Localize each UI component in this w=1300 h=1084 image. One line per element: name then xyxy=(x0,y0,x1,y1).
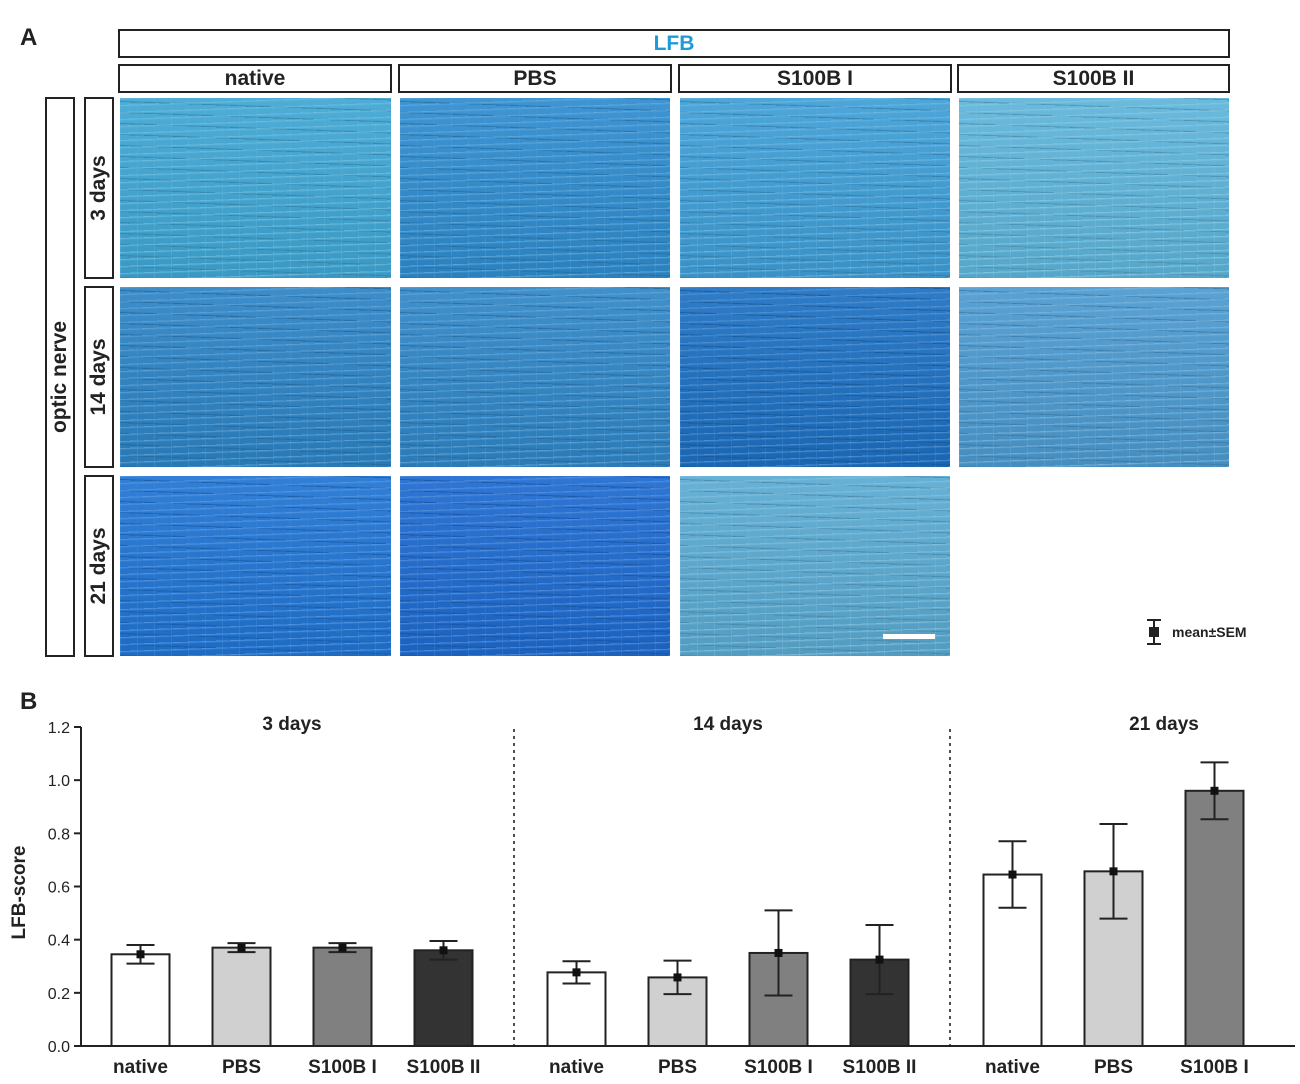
y-tick-label: 0.2 xyxy=(48,986,70,1003)
column-header-pbs: PBS xyxy=(398,64,672,93)
column-header-label: S100B I xyxy=(777,66,853,90)
bar xyxy=(413,949,474,1047)
row-label-box-3-days: 3 days xyxy=(84,97,114,279)
row-label-box-21-days: 21 days xyxy=(84,475,114,657)
y-tick-label: 0.6 xyxy=(48,880,70,897)
micrograph-21-days-native xyxy=(120,476,391,656)
x-category-label: S100B II xyxy=(843,1057,917,1078)
column-header-label: S100B II xyxy=(1052,66,1135,90)
micrograph-14-days-s100b-ii xyxy=(959,287,1229,467)
column-header-label: PBS xyxy=(513,66,557,90)
x-category-label: native xyxy=(113,1057,168,1078)
y-tick-label: 0.8 xyxy=(48,826,70,843)
column-header-s100b-ii: S100B II xyxy=(957,64,1230,93)
mean-marker xyxy=(673,973,682,982)
legend-label: mean±SEM xyxy=(1172,624,1247,640)
scale-bar xyxy=(883,634,935,639)
tissue-label-box: optic nerve xyxy=(45,97,75,657)
micrograph-14-days-native xyxy=(120,287,391,467)
panel-a-label: A xyxy=(20,24,38,51)
micrograph-3-days-pbs xyxy=(400,98,670,278)
bar xyxy=(546,971,607,1047)
micrograph-21-days-pbs xyxy=(400,476,670,656)
group-label: 3 days xyxy=(262,714,321,735)
mean-marker xyxy=(1210,786,1219,795)
panel-b-label: B xyxy=(20,688,38,715)
group-label: 14 days xyxy=(693,714,763,735)
group-label: 21 days xyxy=(1129,714,1199,735)
bar xyxy=(211,946,272,1047)
x-category-label: S100B I xyxy=(308,1057,377,1078)
mean-marker xyxy=(439,946,448,955)
micrograph-14-days-pbs xyxy=(400,287,670,467)
mean-marker xyxy=(1109,867,1118,876)
x-category-label: S100B I xyxy=(744,1057,813,1078)
tissue-label: optic nerve xyxy=(48,320,71,434)
mean-marker xyxy=(774,948,783,957)
x-category-label: PBS xyxy=(658,1057,697,1078)
row-label: 3 days xyxy=(87,155,110,221)
x-category-label: native xyxy=(985,1057,1040,1078)
x-category-label: S100B II xyxy=(407,1057,481,1078)
micrograph-3-days-s100b-ii xyxy=(959,98,1229,278)
x-category-label: native xyxy=(549,1057,604,1078)
column-header-label: native xyxy=(224,66,286,90)
column-header-s100b-i: S100B I xyxy=(678,64,952,93)
micrograph-3-days-native xyxy=(120,98,391,278)
row-label-box-14-days: 14 days xyxy=(84,286,114,468)
y-tick-label: 1.2 xyxy=(48,720,70,737)
mean-marker xyxy=(1008,870,1017,879)
x-category-label: PBS xyxy=(1094,1057,1133,1078)
mean-marker xyxy=(572,968,581,977)
y-tick-label: 1.0 xyxy=(48,773,70,790)
stain-header: LFB xyxy=(118,29,1230,58)
x-category-label: S100B I xyxy=(1180,1057,1249,1078)
legend-mean-marker xyxy=(1149,627,1159,637)
micrograph-14-days-s100b-i xyxy=(680,287,950,467)
micrograph-3-days-s100b-i xyxy=(680,98,950,278)
stain-header-text: LFB xyxy=(653,31,695,55)
bar xyxy=(1184,789,1245,1047)
column-header-native: native xyxy=(118,64,392,93)
x-category-label: PBS xyxy=(222,1057,261,1078)
chart-bars xyxy=(110,761,1245,1048)
row-label: 14 days xyxy=(87,338,110,416)
chart-labels: 3 days native PBS S100B I S100B II 14 days nat… xyxy=(113,714,1249,1078)
legend: mean±SEM xyxy=(1147,619,1247,645)
mean-marker xyxy=(338,943,347,952)
mean-marker xyxy=(136,950,145,959)
bar xyxy=(312,946,373,1047)
mean-marker xyxy=(237,943,246,952)
bar xyxy=(110,953,171,1048)
mean-marker xyxy=(875,955,884,964)
row-label: 21 days xyxy=(87,527,110,605)
micrograph-21-days-s100b-i xyxy=(680,476,950,656)
y-tick-label: 0.4 xyxy=(48,933,70,950)
y-tick-label: 0.0 xyxy=(48,1039,70,1056)
y-axis-label: LFB-score xyxy=(9,846,30,940)
lfb-score-bar-chart: 0.0 0.2 0.4 0.6 0.8 1.0 1.2 LFB-score 3 days nat… xyxy=(9,714,1295,1078)
